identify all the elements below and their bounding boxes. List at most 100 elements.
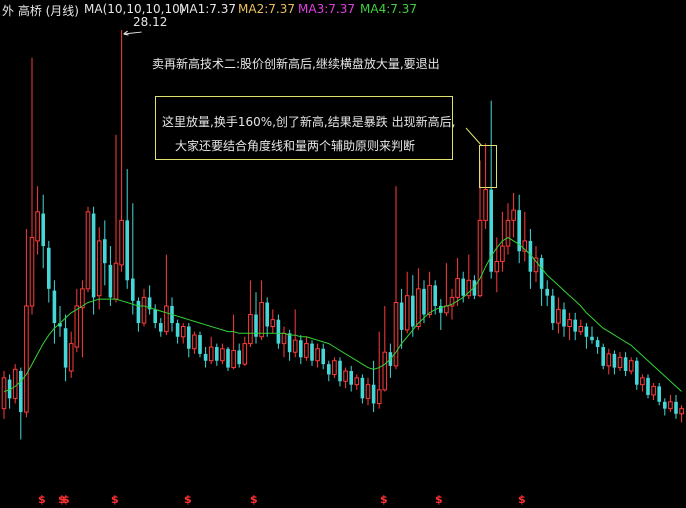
- event-marker: $: [111, 493, 119, 506]
- candle-body: [159, 323, 163, 332]
- candle-body: [444, 305, 449, 314]
- candle-body: [646, 377, 650, 395]
- peak-price-label: 28.12: [133, 15, 168, 29]
- candle-body: [315, 348, 320, 362]
- candle-body: [601, 347, 605, 366]
- candle: [416, 268, 421, 330]
- candle: [393, 186, 399, 370]
- candle: [595, 336, 600, 354]
- candle-body: [393, 302, 399, 367]
- candle-body: [578, 326, 584, 333]
- candle-body: [505, 219, 511, 247]
- candle-body: [522, 240, 528, 252]
- candle-body: [371, 384, 376, 404]
- candle: [584, 323, 589, 349]
- candle: [651, 382, 656, 401]
- candle-body: [562, 309, 566, 327]
- candle: [455, 258, 460, 306]
- candle-body: [617, 356, 623, 369]
- candle: [119, 30, 124, 272]
- candle-body: [455, 278, 460, 298]
- candle-body: [539, 258, 544, 289]
- candle-body: [668, 401, 673, 410]
- candle: [617, 352, 623, 371]
- candle: [7, 374, 12, 409]
- candle-body: [24, 305, 29, 413]
- candle-body: [433, 285, 437, 306]
- candle: [1, 371, 7, 419]
- candle: [657, 382, 661, 406]
- candle: [590, 326, 594, 344]
- candle-body: [113, 262, 119, 300]
- candle-body: [528, 240, 533, 272]
- candle-body: [551, 295, 555, 324]
- candle: [635, 357, 639, 390]
- candle-body: [175, 323, 180, 337]
- candle-body: [220, 348, 225, 362]
- candle-body: [376, 389, 382, 405]
- candle-body: [595, 340, 600, 348]
- candle-body: [47, 247, 51, 289]
- candle: [136, 297, 141, 332]
- candle-body: [365, 384, 371, 399]
- candle-body: [354, 377, 360, 386]
- candle: [601, 343, 605, 370]
- candle-body: [299, 340, 303, 358]
- event-marker: $: [435, 493, 443, 506]
- candle: [343, 367, 348, 389]
- candle: [477, 160, 483, 298]
- candle-body: [404, 295, 410, 331]
- candle-body: [74, 305, 80, 348]
- candle-body: [332, 360, 337, 375]
- candle: [220, 343, 225, 365]
- candle-body: [147, 297, 152, 310]
- annotation-pointer: [465, 127, 483, 147]
- candle: [292, 309, 298, 358]
- ma3-value: MA3:7.37: [298, 2, 355, 16]
- candle: [444, 263, 449, 317]
- candle-body: [248, 314, 253, 345]
- ma-line: [3, 236, 682, 392]
- candle-body: [623, 357, 628, 371]
- event-marker: $: [250, 493, 258, 506]
- candle: [489, 100, 493, 279]
- candle: [131, 203, 135, 315]
- candle: [19, 367, 23, 440]
- candle-body: [103, 239, 107, 264]
- candle-body: [321, 348, 325, 365]
- candle-body: [590, 336, 594, 341]
- candle-body: [635, 360, 639, 385]
- candle: [248, 280, 253, 348]
- candle-body: [466, 279, 472, 297]
- candle-body: [215, 347, 219, 361]
- candle-body: [567, 319, 572, 327]
- candle: [321, 343, 325, 370]
- candle-body: [259, 302, 264, 338]
- candle: [539, 254, 544, 306]
- annotation-line-2: 大家还要结合角度线和量两个辅助原则来判断: [175, 139, 416, 153]
- candle: [528, 228, 533, 289]
- candle: [399, 288, 404, 349]
- candle-body: [1, 377, 7, 410]
- candle: [349, 365, 353, 392]
- candle-body: [304, 343, 309, 358]
- candle: [226, 347, 230, 371]
- candle: [327, 360, 331, 382]
- candle: [29, 57, 35, 315]
- candle: [354, 374, 360, 390]
- candle: [404, 271, 410, 334]
- candle-body: [382, 351, 388, 391]
- highlight-box: [479, 145, 497, 188]
- candle: [215, 343, 219, 366]
- candle-body: [52, 290, 57, 324]
- candle: [52, 280, 57, 344]
- candle-body: [439, 305, 443, 313]
- candle-body: [292, 339, 298, 353]
- candle: [628, 357, 634, 375]
- candle: [164, 254, 169, 336]
- candle-body: [96, 240, 102, 297]
- candle: [63, 314, 68, 382]
- candle: [427, 271, 432, 318]
- candle: [153, 304, 157, 329]
